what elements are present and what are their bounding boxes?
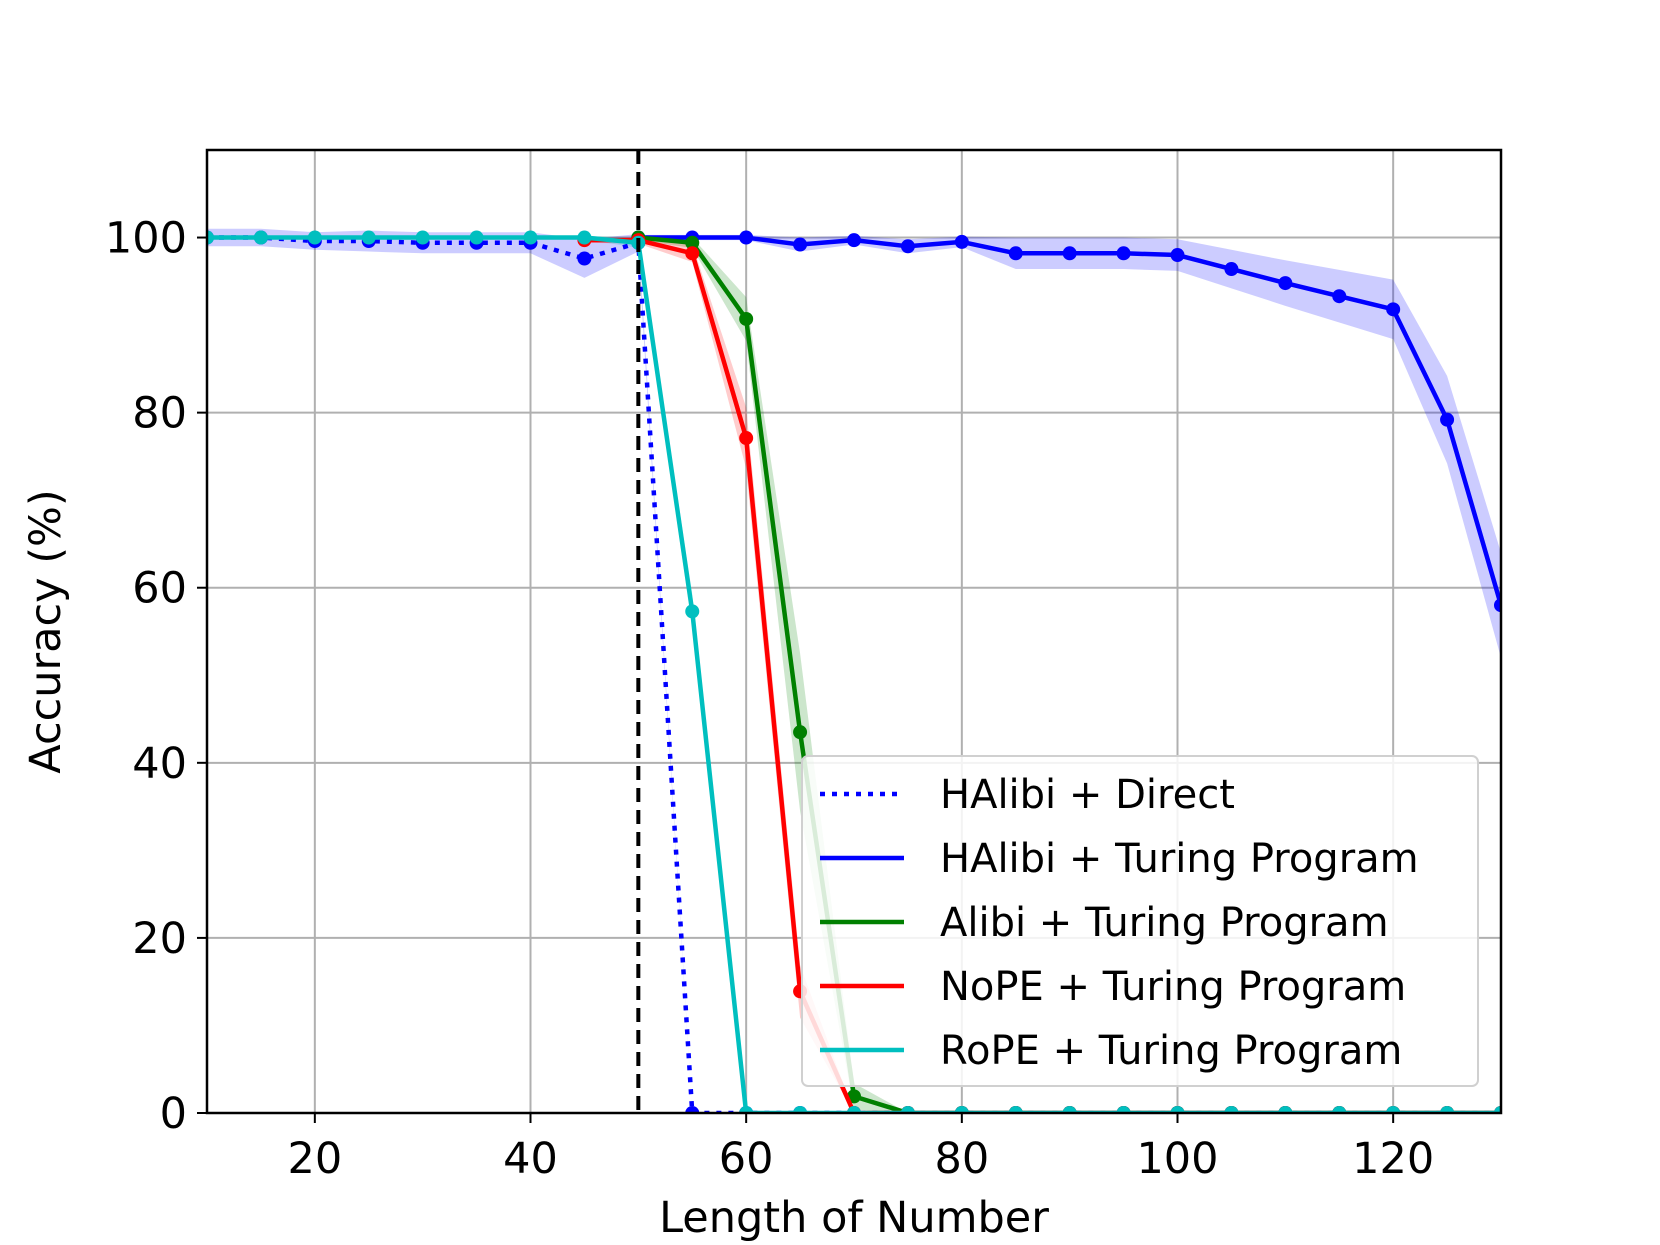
data-point bbox=[739, 1106, 754, 1113]
y-tick-label: 0 bbox=[160, 1089, 187, 1139]
data-point bbox=[685, 235, 700, 250]
data-point bbox=[415, 230, 430, 245]
data-point bbox=[1332, 1106, 1347, 1113]
data-point bbox=[361, 230, 376, 245]
x-axis-label: Length of Number bbox=[659, 1193, 1049, 1243]
data-point bbox=[1332, 289, 1347, 304]
y-tick-label: 60 bbox=[132, 564, 187, 614]
x-tick-label: 40 bbox=[503, 1134, 558, 1184]
legend-label: RoPE + Turing Program bbox=[940, 1028, 1402, 1074]
series-line bbox=[584, 237, 1501, 1113]
data-point bbox=[1494, 598, 1501, 613]
y-tick-label: 80 bbox=[132, 389, 187, 439]
data-point bbox=[1278, 276, 1293, 291]
data-point bbox=[1116, 1106, 1131, 1113]
y-axis-label: Accuracy (%) bbox=[21, 489, 71, 773]
data-point bbox=[1224, 262, 1239, 277]
data-point bbox=[739, 230, 754, 245]
data-point bbox=[900, 239, 915, 254]
data-point bbox=[253, 230, 268, 245]
legend-box bbox=[801, 755, 1479, 1087]
axis-ticks: 20 40 60 80 100 120 0 20 40 60 80 100 bbox=[105, 214, 1434, 1184]
data-point bbox=[1386, 302, 1401, 317]
legend-label: HAlibi + Direct bbox=[940, 772, 1235, 818]
series-line bbox=[638, 235, 1501, 1113]
y-tick-label: 40 bbox=[132, 739, 187, 789]
x-tick-label: 80 bbox=[934, 1134, 989, 1184]
data-point bbox=[793, 725, 808, 740]
data-point bbox=[685, 1106, 700, 1113]
data-point bbox=[793, 237, 808, 252]
y-tick-label: 20 bbox=[132, 914, 187, 964]
data-point bbox=[900, 1106, 915, 1113]
data-point bbox=[847, 233, 861, 248]
data-point bbox=[685, 604, 700, 619]
data-point bbox=[1440, 1106, 1455, 1113]
data-point bbox=[1116, 246, 1131, 261]
data-point bbox=[307, 230, 322, 245]
data-point bbox=[1062, 1106, 1077, 1113]
legend-label: Alibi + Turing Program bbox=[940, 900, 1389, 946]
data-point bbox=[954, 234, 969, 249]
data-point bbox=[793, 1106, 808, 1113]
data-point bbox=[1008, 246, 1023, 261]
data-point bbox=[1494, 1106, 1501, 1113]
y-tick-label: 100 bbox=[105, 214, 187, 264]
data-point bbox=[469, 230, 484, 245]
plot-frame bbox=[205, 148, 1503, 1115]
data-point bbox=[1170, 1106, 1185, 1113]
legend-label: HAlibi + Turing Program bbox=[940, 836, 1419, 882]
data-point bbox=[1386, 1106, 1401, 1113]
data-point bbox=[207, 230, 214, 245]
data-point bbox=[739, 311, 754, 326]
legend: HAlibi + Direct HAlibi + Turing Program Al… bbox=[801, 755, 1479, 1087]
x-tick-label: 120 bbox=[1352, 1134, 1434, 1184]
data-point bbox=[685, 246, 700, 261]
data-point bbox=[523, 230, 538, 245]
data-point bbox=[577, 230, 592, 245]
x-tick-label: 100 bbox=[1136, 1134, 1218, 1184]
data-point bbox=[1440, 412, 1455, 427]
data-point bbox=[577, 251, 592, 266]
legend-label: NoPE + Turing Program bbox=[940, 964, 1406, 1010]
x-tick-label: 60 bbox=[719, 1134, 774, 1184]
data-point bbox=[1008, 1106, 1023, 1113]
x-tick-label: 20 bbox=[287, 1134, 342, 1184]
data-point bbox=[1170, 248, 1185, 263]
data-point bbox=[847, 1106, 861, 1113]
data-point bbox=[954, 1106, 969, 1113]
data-point bbox=[1224, 1106, 1239, 1113]
data-point bbox=[1278, 1106, 1293, 1113]
data-point bbox=[739, 431, 754, 446]
data-point bbox=[1062, 246, 1077, 261]
